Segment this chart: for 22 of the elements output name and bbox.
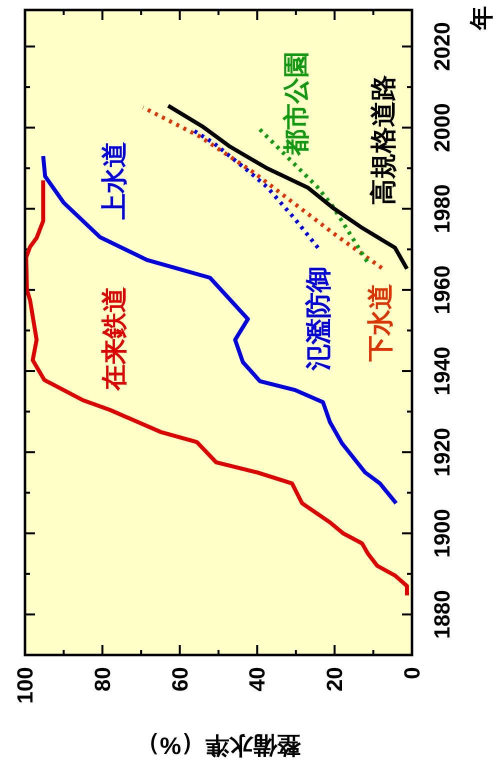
x-tick-label: 60 — [167, 667, 192, 692]
x-tick-label: 20 — [322, 667, 348, 692]
y-tick-label: 1880 — [430, 590, 454, 639]
text: 在来鉄道 — [99, 286, 130, 392]
text: 氾濫防御 — [302, 266, 333, 372]
x-tick-label: 80 — [90, 667, 115, 692]
y-axis-title: 年 — [468, 6, 496, 31]
y-tick-label: 1920 — [430, 428, 454, 477]
y-tick-label: 1900 — [430, 508, 454, 558]
x-tick-label: 0 — [400, 667, 424, 680]
x-tick-label: 40 — [244, 667, 270, 692]
y-tick-label: 1980 — [430, 184, 454, 234]
y-tick-label: 2000 — [430, 103, 454, 152]
text: 高規格道路 — [368, 74, 398, 205]
y-tick-label: 1940 — [430, 346, 454, 396]
text: 都市公園 — [280, 51, 311, 156]
x-tick-label: 100 — [12, 667, 38, 704]
text: 下水道 — [364, 283, 395, 362]
x-axis-title: 整備水準（%） — [136, 732, 302, 758]
text: 上水道 — [99, 141, 130, 220]
y-tick-label: 1960 — [430, 265, 454, 314]
y-tick-label: 2020 — [430, 22, 454, 71]
